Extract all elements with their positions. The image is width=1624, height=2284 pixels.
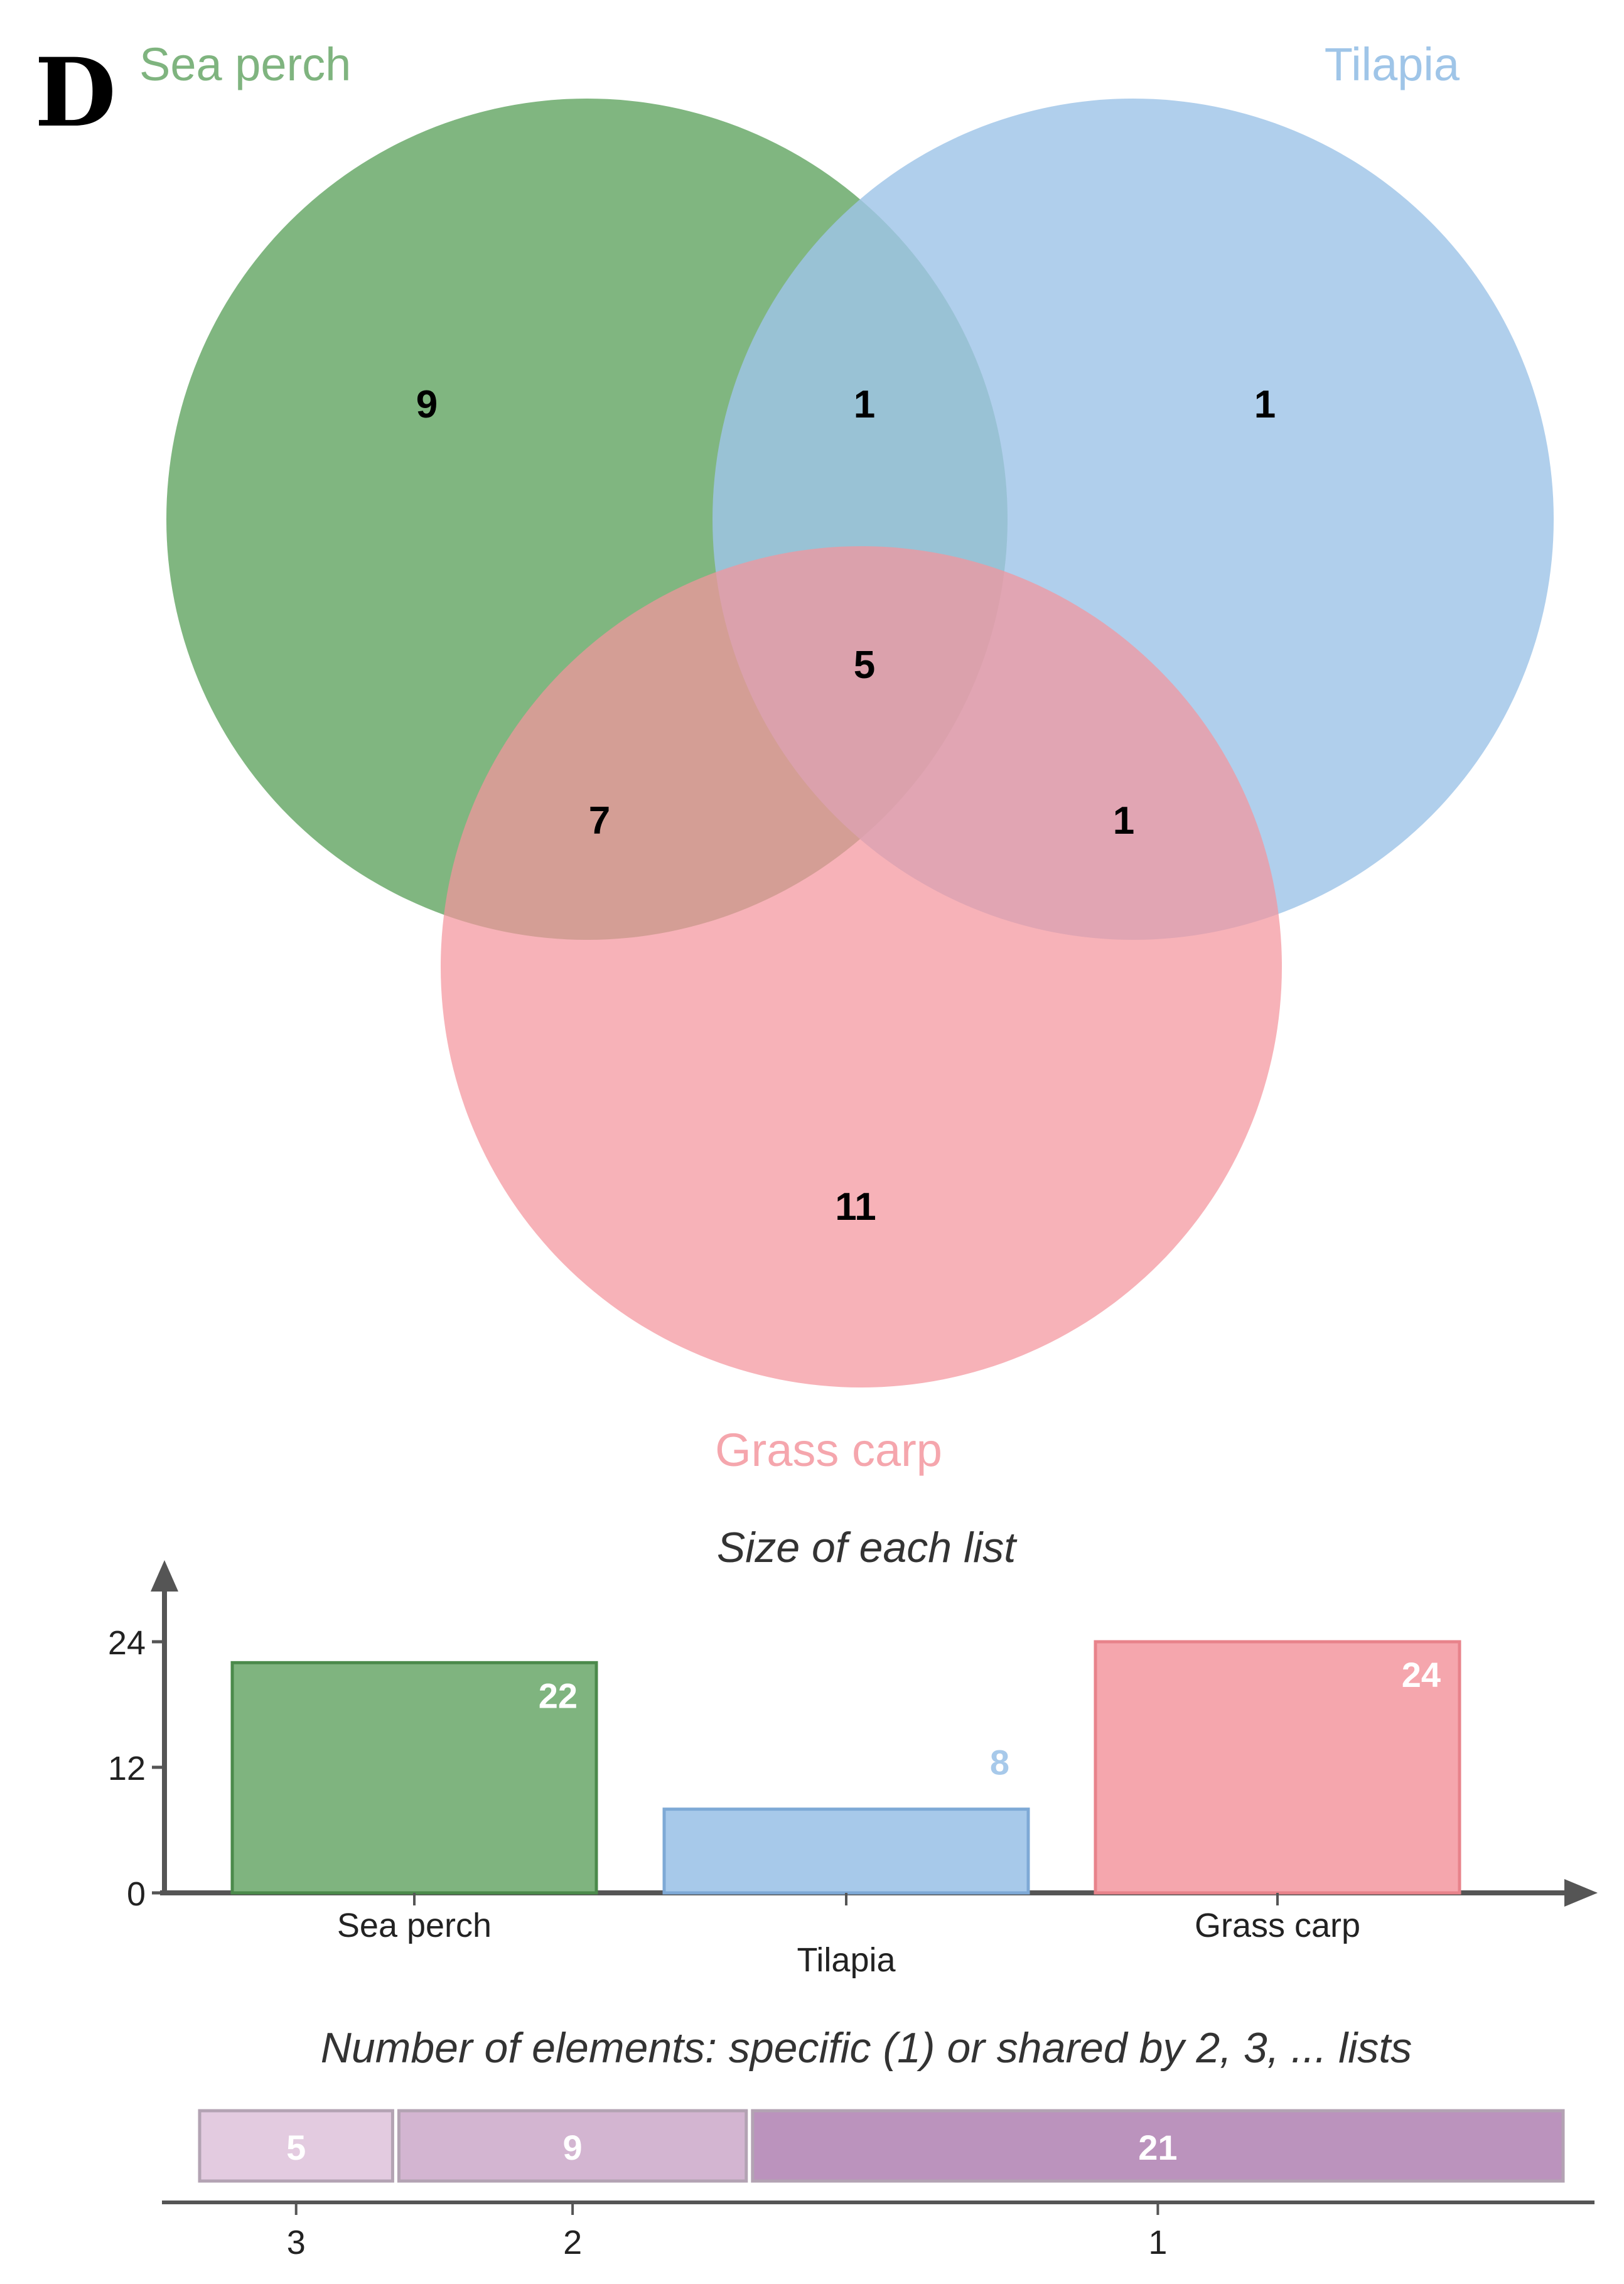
x-category-label: Sea perch bbox=[337, 1907, 492, 1944]
venn-label-tilapia: Tilapia bbox=[1325, 38, 1460, 90]
shared-segment-2 bbox=[397, 2109, 748, 2183]
y-tick-label: 0 bbox=[127, 1875, 146, 1913]
venn-label-sea-perch: Sea perch bbox=[139, 38, 351, 90]
venn-count-grass-carp-only: 11 bbox=[835, 1185, 876, 1229]
x-category-label: Grass carp bbox=[1195, 1907, 1360, 1944]
y-tick-label: 24 bbox=[108, 1624, 146, 1662]
list-size-bar-chart: Size of each list 0 12 24 22 Sea perch 8 Tila… bbox=[108, 1524, 1598, 1979]
shared-segment-3 bbox=[198, 2109, 394, 2183]
venn-count-sea-perch-only: 9 bbox=[416, 383, 438, 426]
venn-circle-grass-carp bbox=[441, 546, 1282, 1387]
venn-label-grass-carp: Grass carp bbox=[715, 1424, 942, 1476]
venn-diagram: Sea perch Tilapia Grass carp 9 1 1 5 7 1… bbox=[139, 38, 1554, 1476]
shared-segment-value: 5 bbox=[286, 2128, 306, 2167]
bar-grass-carp bbox=[1094, 1640, 1461, 1895]
venn-count-sea-perch-tilapia: 1 bbox=[854, 383, 875, 426]
shared-chart-title: Number of elements: specific (1) or shar… bbox=[321, 2024, 1412, 2072]
shared-segment-value: 21 bbox=[1138, 2128, 1177, 2167]
shared-segment-1 bbox=[751, 2109, 1565, 2183]
shared-segment-value: 9 bbox=[563, 2128, 583, 2167]
shared-tick-label: 2 bbox=[563, 2224, 582, 2261]
bar-sea-perch bbox=[230, 1661, 598, 1895]
x-axis-arrow bbox=[1564, 1879, 1598, 1907]
bar-tilapia bbox=[662, 1807, 1030, 1895]
shared-elements-chart: Number of elements: specific (1) or shar… bbox=[162, 2024, 1594, 2261]
venn-count-tilapia-only: 1 bbox=[1254, 383, 1276, 426]
panel-label: D bbox=[35, 38, 116, 148]
bar-chart-title: Size of each list bbox=[717, 1524, 1018, 1571]
x-category-label: Tilapia bbox=[797, 1941, 896, 1979]
shared-tick-label: 1 bbox=[1148, 2224, 1167, 2261]
shared-tick-label: 3 bbox=[287, 2224, 306, 2261]
bar-value-label: 24 bbox=[1402, 1655, 1441, 1694]
venn-count-all-three: 5 bbox=[854, 644, 875, 687]
venn-count-tilapia-grass-carp: 1 bbox=[1113, 799, 1134, 843]
y-tick-label: 12 bbox=[108, 1750, 146, 1787]
bar-value-label: 8 bbox=[990, 1743, 1009, 1782]
bar-value-label: 22 bbox=[539, 1676, 578, 1715]
y-axis-arrow bbox=[151, 1560, 178, 1592]
venn-count-sea-perch-grass-carp: 7 bbox=[589, 799, 610, 843]
